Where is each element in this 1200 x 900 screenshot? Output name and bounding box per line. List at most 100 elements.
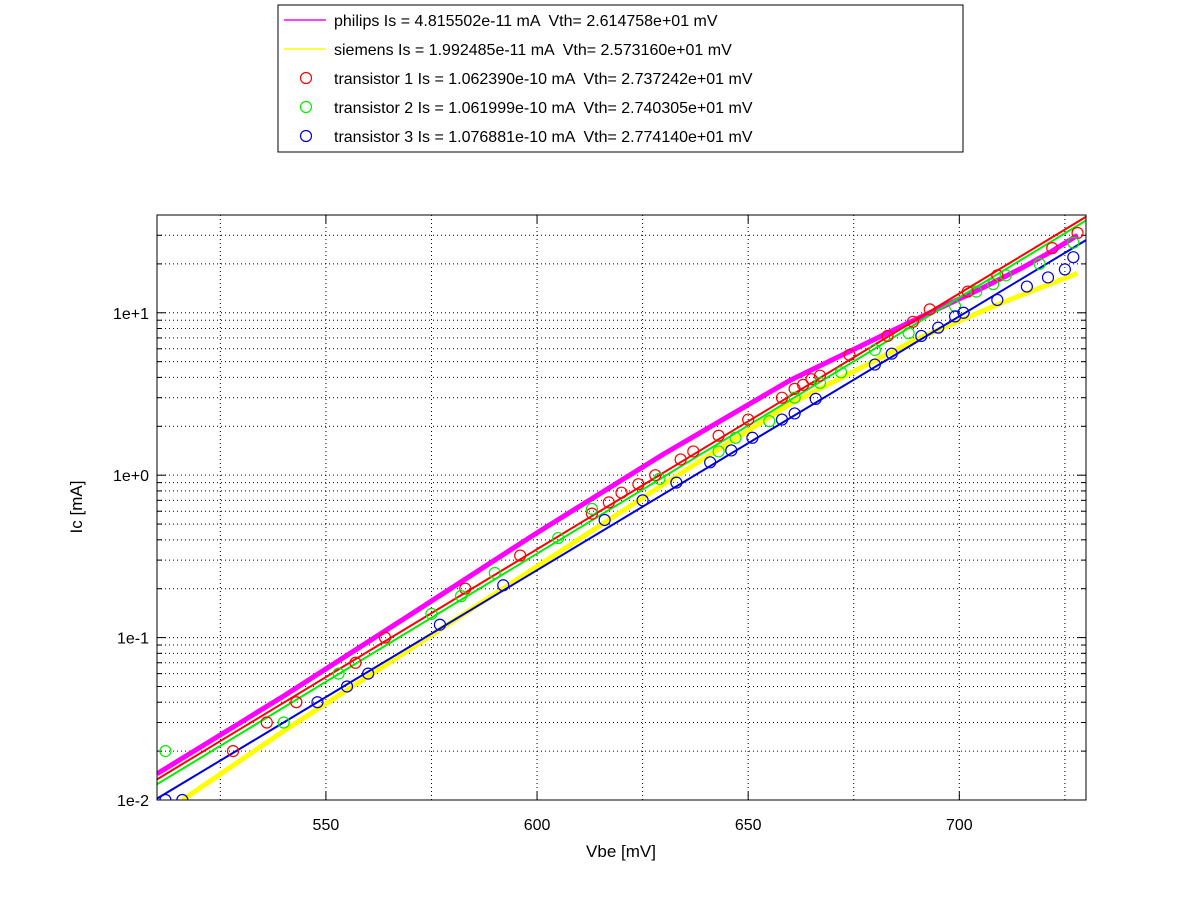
- data-point: [986, 278, 1000, 291]
- data-point: [796, 378, 810, 391]
- data-point: [552, 531, 565, 545]
- data-point: [585, 507, 599, 520]
- data-point: [970, 285, 983, 298]
- data-point: [615, 486, 628, 499]
- data-point: [813, 369, 827, 382]
- legend-marker-swatch: [299, 100, 313, 114]
- data-point: [653, 472, 666, 485]
- data-point: [961, 285, 974, 298]
- series-points: [159, 226, 1084, 800]
- data-point: [805, 373, 818, 386]
- data-point: [260, 716, 273, 729]
- data-point: [311, 696, 324, 709]
- data-point: [454, 590, 468, 603]
- data-point: [226, 745, 240, 758]
- data-point: [598, 513, 611, 527]
- data-point: [809, 392, 822, 405]
- data-point: [1067, 251, 1080, 264]
- legend-box: [277, 4, 964, 153]
- data-point: [636, 494, 649, 507]
- data-point: [1033, 257, 1046, 270]
- data-point: [670, 476, 683, 489]
- data-point: [868, 343, 881, 357]
- data-point: [159, 793, 172, 800]
- data-point: [340, 680, 354, 693]
- data-point: [742, 413, 755, 426]
- data-point: [459, 582, 472, 595]
- data-point: [923, 303, 936, 316]
- data-point: [1058, 263, 1071, 276]
- y-tick-label: 1e+0: [113, 468, 149, 485]
- data-point: [746, 431, 759, 444]
- data-point: [1067, 236, 1080, 249]
- data-point: [763, 415, 776, 428]
- data-point: [159, 745, 172, 758]
- plot-data: [157, 215, 1086, 800]
- data-point: [999, 269, 1012, 282]
- y-tick-label: 1e-1: [117, 631, 149, 648]
- legend-entry-label: philips Is = 4.815502e-11 mA Vth= 2.6147…: [334, 13, 718, 30]
- legend-entry-label: transistor 3 Is = 1.076881e-10 mA Vth= 2…: [334, 129, 753, 146]
- data-point: [991, 293, 1004, 307]
- x-tick-label: 700: [946, 817, 973, 834]
- data-point: [290, 696, 303, 709]
- data-point: [704, 456, 717, 469]
- data-point: [902, 326, 915, 340]
- data-point: [277, 716, 290, 729]
- data-point: [712, 445, 725, 458]
- data-point: [775, 391, 789, 404]
- data-point: [788, 407, 801, 420]
- data-point: [632, 478, 645, 491]
- series-line: [180, 270, 1079, 800]
- data-point: [674, 453, 687, 466]
- data-point: [585, 502, 599, 516]
- legend: philips Is = 4.815502e-11 mA Vth= 2.6147…: [277, 4, 964, 153]
- data-point: [729, 431, 742, 444]
- axis-ticks: [157, 215, 1086, 800]
- data-point: [906, 315, 919, 328]
- data-point: [687, 445, 700, 458]
- data-point: [868, 358, 881, 371]
- data-point: [649, 469, 662, 482]
- data-point: [433, 618, 447, 631]
- data-point: [332, 667, 345, 680]
- data-point: [885, 347, 898, 360]
- x-axis-label: Vbe [mV]: [586, 842, 656, 861]
- data-point: [948, 299, 962, 313]
- data-point: [176, 793, 189, 800]
- data-point: [362, 667, 375, 680]
- legend-entry-label: siemens Is = 1.992485e-11 mA Vth= 2.5731…: [334, 42, 732, 59]
- x-tick-label: 600: [524, 817, 551, 834]
- data-point: [1046, 242, 1059, 255]
- data-point: [497, 579, 510, 592]
- plot-frame: [156, 214, 1087, 801]
- fit-line: [157, 239, 1086, 800]
- x-tick-label: 550: [313, 817, 340, 834]
- data-point: [488, 566, 501, 580]
- data-point: [788, 391, 801, 404]
- data-point: [425, 607, 438, 620]
- data-point: [725, 444, 738, 457]
- legend-entry-label: transistor 1 Is = 1.062390e-10 mA Vth= 2…: [334, 71, 753, 88]
- data-point: [834, 366, 848, 379]
- tick-labels: 550 600 650 700 1e-2 1e-1 1e+0 1e+1: [113, 306, 973, 834]
- data-point: [881, 329, 894, 343]
- data-point: [813, 376, 827, 390]
- data-point: [1041, 271, 1055, 284]
- y-tick-label: 1e+1: [113, 306, 149, 323]
- y-axis-label: Ic [mA]: [67, 481, 86, 534]
- data-point: [1020, 280, 1033, 293]
- data-point: [602, 496, 615, 509]
- legend-entry-label: transistor 2 Is = 1.061999e-10 mA Vth= 2…: [334, 100, 753, 117]
- series-line: [157, 233, 1079, 776]
- data-point: [932, 321, 945, 334]
- data-point: [915, 329, 928, 343]
- legend-marker-swatch: [299, 71, 313, 85]
- data-point: [957, 306, 970, 319]
- data-point: [349, 656, 362, 669]
- data-point: [948, 310, 962, 323]
- data-point: [712, 429, 725, 442]
- data-point: [514, 549, 527, 562]
- data-point: [775, 413, 789, 426]
